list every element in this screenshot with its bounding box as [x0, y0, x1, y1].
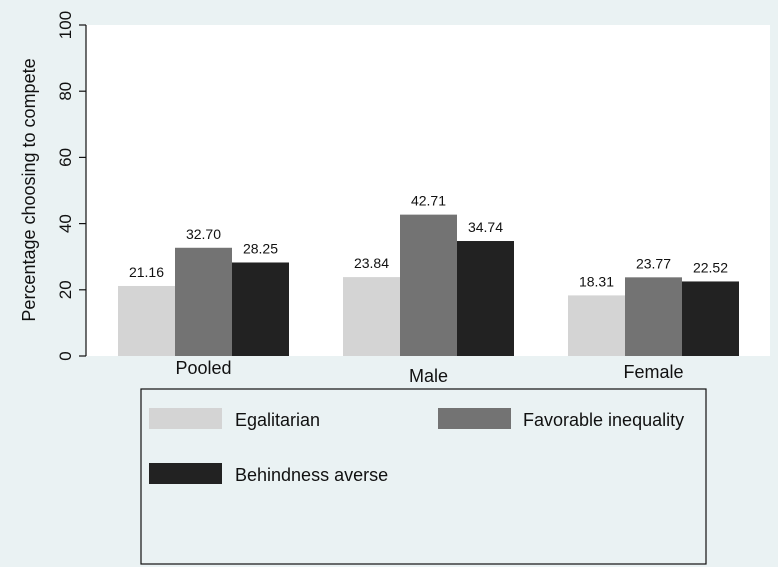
value-label: 32.70 [186, 226, 221, 242]
y-tick-label: 100 [56, 11, 75, 39]
legend-label: Favorable inequality [523, 410, 684, 430]
bar-behindness-averse-pooled [232, 262, 289, 356]
bar-favorable-inequality-pooled [175, 247, 232, 356]
legend-swatch [149, 463, 222, 484]
legend-swatch [149, 408, 222, 429]
value-label: 34.74 [468, 219, 503, 235]
bars [118, 214, 739, 356]
category-label-male: Male [409, 366, 448, 386]
value-label: 23.77 [636, 255, 671, 271]
legend-swatch [438, 408, 511, 429]
legend-label: Egalitarian [235, 410, 320, 430]
bar-behindness-averse-female [682, 281, 739, 356]
value-label: 23.84 [354, 255, 389, 271]
legend-box [140, 388, 707, 565]
y-tick-label: 40 [56, 214, 75, 233]
category-label-pooled: Pooled [175, 358, 231, 378]
category-labels: Pooled Male Female [175, 358, 683, 386]
value-label: 18.31 [579, 273, 614, 289]
legend-label: Behindness averse [235, 465, 388, 485]
bar-egalitarian-male [343, 277, 400, 356]
value-labels: 21.16 32.70 28.25 23.84 42.71 34.74 18.31 23.77… [129, 193, 728, 290]
category-label-female: Female [623, 362, 683, 382]
y-axis-title: Percentage choosing to compete [19, 58, 39, 321]
bar-egalitarian-pooled [118, 285, 175, 356]
y-ticks: 0 20 40 60 80 100 [56, 11, 86, 361]
value-label: 28.25 [243, 240, 278, 256]
value-label: 42.71 [411, 193, 446, 209]
bar-behindness-averse-male [457, 241, 514, 356]
y-tick-label: 80 [56, 82, 75, 101]
value-label: 21.16 [129, 264, 164, 280]
bar-favorable-inequality-female [625, 277, 682, 356]
value-label: 22.52 [693, 259, 728, 275]
legend: Egalitarian Favorable inequality Behindnes… [149, 408, 684, 485]
y-tick-label: 20 [56, 280, 75, 299]
y-tick-label: 60 [56, 148, 75, 167]
y-tick-label: 0 [56, 351, 75, 360]
bar-favorable-inequality-male [400, 214, 457, 356]
bar-egalitarian-female [568, 295, 625, 356]
